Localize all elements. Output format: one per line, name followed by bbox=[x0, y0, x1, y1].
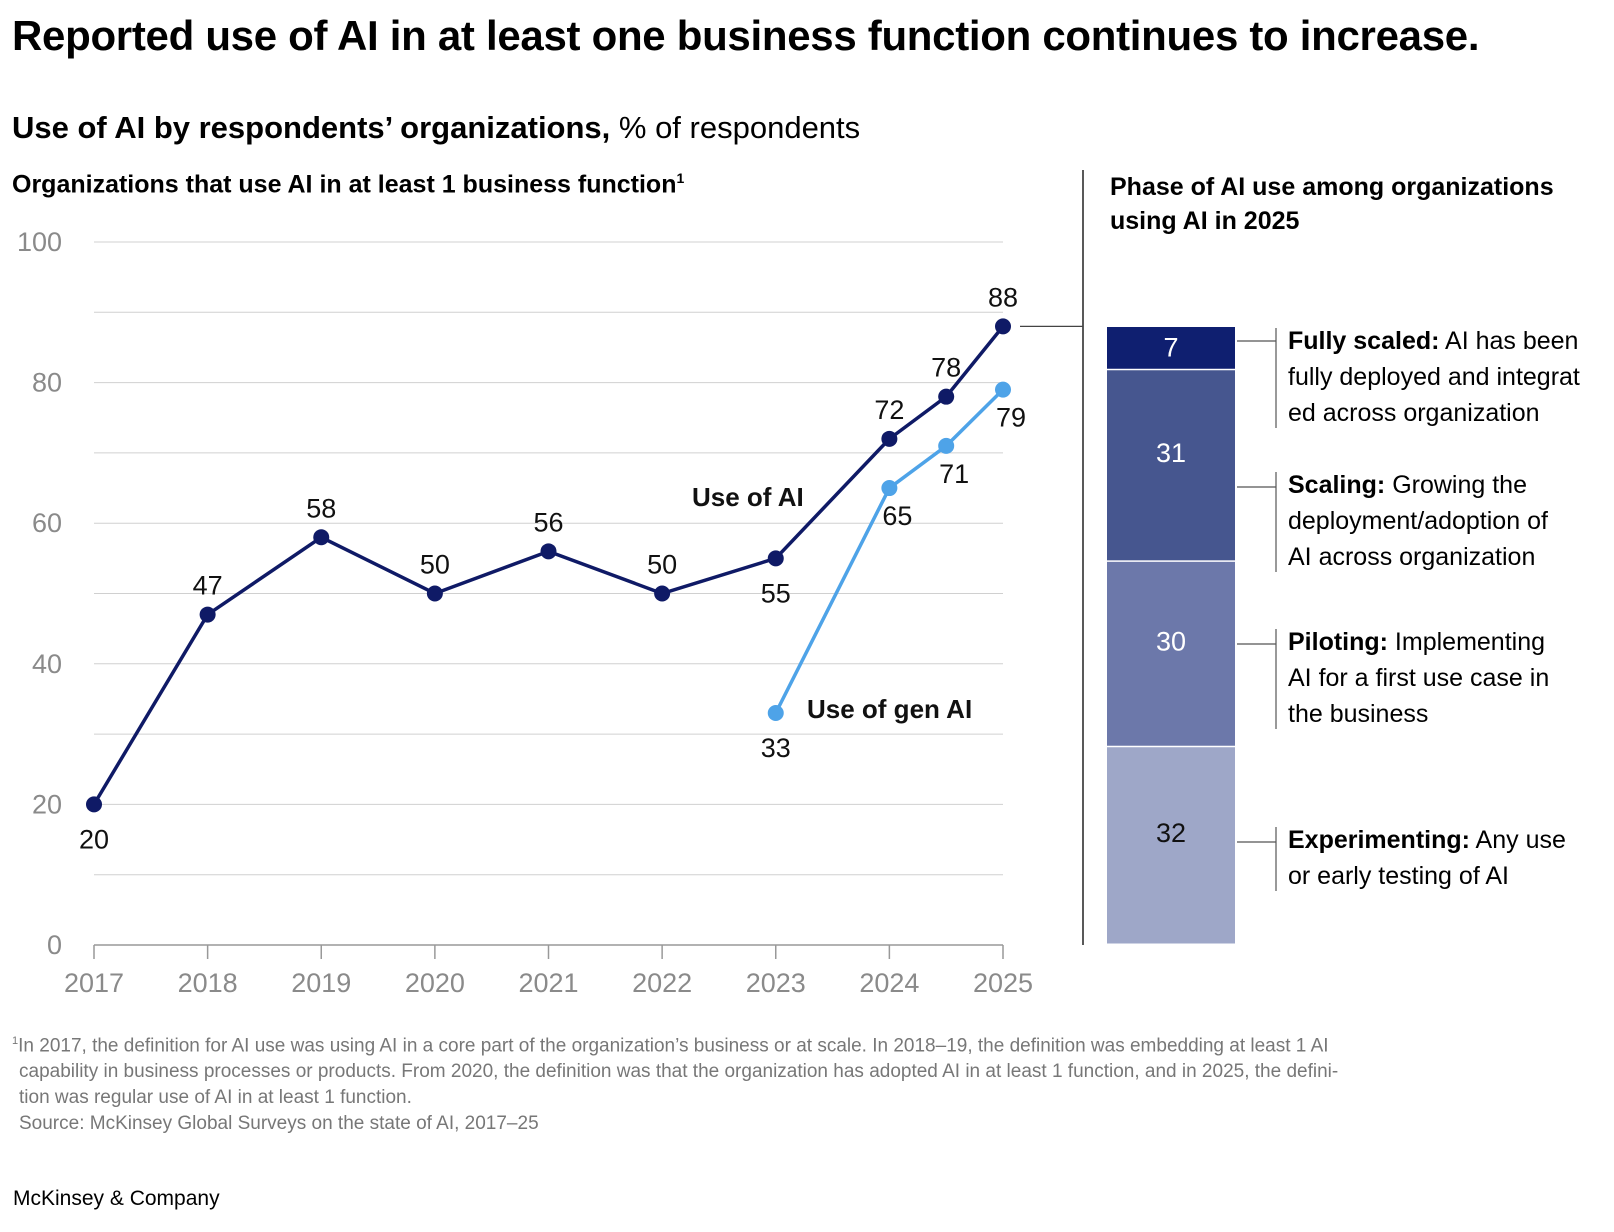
footnote-line: capability in business processes or prod… bbox=[19, 1061, 1339, 1083]
data-point bbox=[313, 529, 330, 546]
page-title: Reported use of AI in at least one busin… bbox=[12, 12, 1480, 59]
data-label: 88 bbox=[988, 282, 1018, 312]
subtitle-unit: % of respondents bbox=[610, 110, 861, 145]
phase-description: AI for a first use case in bbox=[1288, 664, 1550, 692]
line-chart-title-text: Organizations that use AI in at least 1 … bbox=[12, 170, 677, 199]
y-tick-label: 60 bbox=[32, 508, 62, 538]
line-chart-title: Organizations that use AI in at least 1 … bbox=[12, 170, 684, 199]
data-point bbox=[767, 550, 784, 567]
data-label: 71 bbox=[939, 459, 969, 489]
data-label: 65 bbox=[882, 501, 912, 531]
bar-segment bbox=[1107, 327, 1235, 369]
x-tick-label: 2021 bbox=[518, 968, 578, 998]
data-point bbox=[199, 606, 216, 623]
bar-chart-title: Phase of AI use among organizations usin… bbox=[1110, 173, 1554, 235]
y-tick-label: 0 bbox=[47, 930, 62, 960]
footnote-marker: 1 bbox=[676, 170, 685, 186]
subtitle-bold: Use of AI by respondents’ organizations, bbox=[12, 110, 611, 145]
phase-description: Any use bbox=[1469, 826, 1566, 854]
data-label: 56 bbox=[533, 507, 563, 537]
bar-segment-label: 32 bbox=[1156, 818, 1186, 848]
x-tick-label: 2024 bbox=[859, 968, 919, 998]
y-tick-label: 80 bbox=[32, 368, 62, 398]
bar-segment bbox=[1107, 561, 1235, 746]
phase-annotation: Experimenting: Any use or early testing o… bbox=[1288, 822, 1566, 894]
series-line-ai bbox=[92, 325, 1005, 806]
y-tick-label: 100 bbox=[17, 227, 62, 257]
footnote-line: tion was regular use of AI in at least 1… bbox=[19, 1087, 412, 1109]
phase-name: Experimenting: bbox=[1288, 826, 1470, 854]
data-label: 20 bbox=[79, 824, 109, 854]
series-label-gen-ai: Use of gen AI bbox=[807, 694, 972, 724]
data-point bbox=[426, 585, 443, 602]
data-point bbox=[995, 318, 1011, 335]
footnote-marker: 1 bbox=[12, 1035, 19, 1047]
data-point bbox=[995, 381, 1011, 398]
data-point bbox=[881, 480, 898, 497]
bar-segment-label: 31 bbox=[1156, 438, 1186, 468]
data-point bbox=[767, 705, 784, 722]
bar-segment-label: 30 bbox=[1156, 627, 1186, 657]
source-note: Source: McKinsey Global Surveys on the s… bbox=[19, 1113, 539, 1135]
phase-description: fully deployed and integrat bbox=[1288, 363, 1580, 391]
phase-name: Piloting: bbox=[1288, 628, 1388, 656]
data-label: 50 bbox=[647, 550, 677, 580]
bar-segment bbox=[1107, 370, 1235, 561]
data-label: 33 bbox=[761, 733, 791, 763]
series-line-gen-ai bbox=[774, 388, 1005, 714]
y-tick-label: 40 bbox=[32, 649, 62, 679]
phase-description: AI across organization bbox=[1288, 543, 1536, 571]
phase-annotation: Piloting: Implementing AI for a first use… bbox=[1288, 624, 1549, 732]
data-label: 72 bbox=[874, 395, 904, 425]
phase-name: Scaling: bbox=[1288, 471, 1386, 499]
data-point bbox=[938, 388, 955, 405]
phase-description: the business bbox=[1288, 700, 1429, 728]
y-tick-label: 20 bbox=[32, 789, 62, 819]
data-point bbox=[938, 437, 955, 454]
data-label: 58 bbox=[306, 493, 336, 523]
phase-annotation: Fully scaled: AI has been fully deployed … bbox=[1288, 323, 1580, 431]
brand-logo: McKinsey & Company bbox=[13, 1187, 220, 1210]
bar-segment-label: 7 bbox=[1163, 333, 1178, 363]
phase-description: ed across organization bbox=[1288, 399, 1540, 427]
data-label: 50 bbox=[420, 550, 450, 580]
bar-segment bbox=[1107, 747, 1235, 944]
x-tick-label: 2017 bbox=[64, 968, 124, 998]
x-tick-label: 2020 bbox=[405, 968, 465, 998]
chart-subtitle: Use of AI by respondents’ organizations,… bbox=[12, 110, 860, 146]
data-label: 47 bbox=[193, 571, 223, 601]
phase-annotation: Scaling: Growing the deployment/adoption … bbox=[1288, 467, 1548, 575]
data-point bbox=[540, 543, 557, 560]
phase-description: or early testing of AI bbox=[1288, 862, 1509, 890]
phase-description: Growing the bbox=[1385, 471, 1527, 499]
x-tick-label: 2022 bbox=[632, 968, 692, 998]
phase-description: deployment/adoption of bbox=[1288, 507, 1548, 535]
footnote: 1In 2017, the definition for AI use was … bbox=[12, 1028, 1607, 1137]
phase-name: Fully scaled: bbox=[1288, 327, 1440, 355]
data-label: 78 bbox=[931, 353, 961, 383]
phase-description: AI has been bbox=[1439, 327, 1579, 355]
footnote-line: In 2017, the definition for AI use was u… bbox=[18, 1035, 1329, 1057]
x-tick-label: 2025 bbox=[973, 968, 1033, 998]
data-point bbox=[86, 796, 102, 813]
data-label: 55 bbox=[761, 578, 791, 608]
x-tick-label: 2019 bbox=[291, 968, 351, 998]
series-label-ai: Use of AI bbox=[692, 482, 804, 512]
phase-description: Implementing bbox=[1387, 628, 1546, 656]
data-point bbox=[881, 430, 898, 447]
x-tick-label: 2018 bbox=[178, 968, 238, 998]
data-point bbox=[654, 585, 671, 602]
x-tick-label: 2023 bbox=[746, 968, 806, 998]
data-label: 79 bbox=[996, 403, 1026, 433]
